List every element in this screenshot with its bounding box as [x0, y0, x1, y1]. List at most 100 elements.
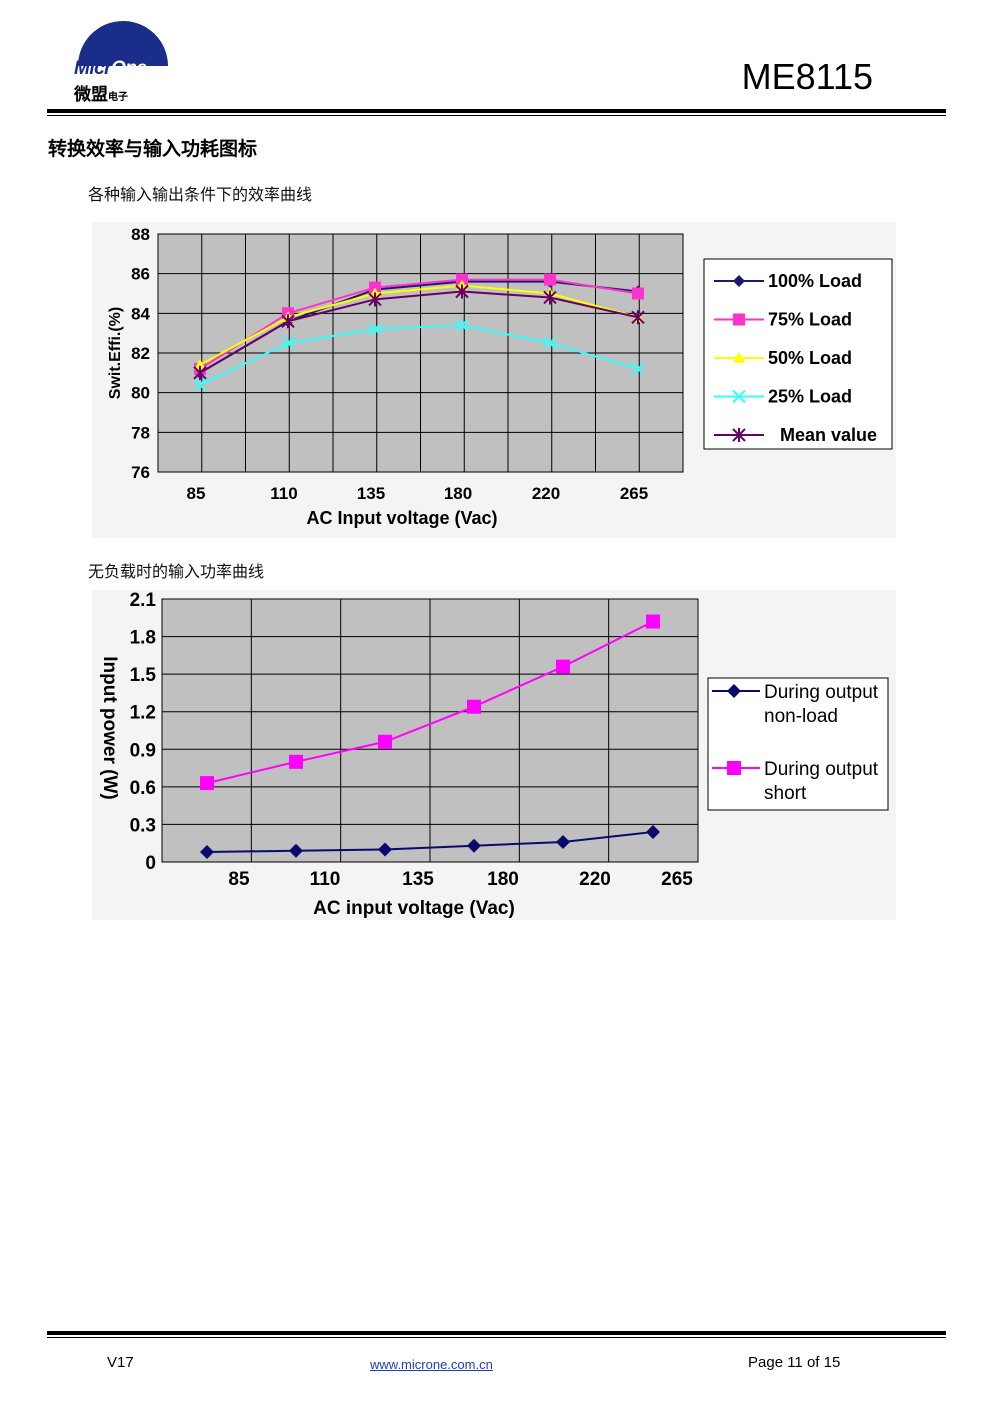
legend-entry: 100% Load: [714, 271, 862, 291]
y-axis-label: Swit.Effi.(%): [107, 307, 124, 399]
data-point: [543, 290, 557, 305]
series-1: [200, 614, 660, 791]
logo-graphic: [78, 21, 168, 66]
legend-label: Mean value: [780, 425, 877, 445]
data-point: [368, 322, 382, 336]
legend-label: non-load: [764, 706, 838, 727]
x-tick-label: 135: [402, 869, 434, 890]
data-point: [200, 776, 214, 791]
logo-wordmark: MicrOne: [74, 58, 147, 79]
y-tick-label: 82: [131, 344, 150, 363]
section-title: 转换效率与输入功耗图标: [48, 138, 258, 160]
input-power-chart: 0 0.3 0.6 0.9 1.2 1.5 1.8 2.1 85 110 135 180 220 265…: [92, 590, 896, 920]
legend-entry: 75% Load: [714, 310, 852, 330]
data-point: [455, 318, 469, 332]
legend-label: short: [764, 783, 807, 804]
legend-marker: [733, 275, 745, 287]
x-tick-label: 265: [661, 869, 693, 890]
footer-rule: [47, 1331, 946, 1335]
data-point: [289, 754, 303, 769]
logo-chinese: 微盟电子: [74, 85, 128, 105]
legend-marker: [732, 428, 746, 442]
data-point: [556, 834, 570, 849]
data-point: [193, 378, 207, 392]
data-point: [368, 292, 382, 307]
legend-marker: [732, 389, 746, 404]
data-point: [631, 362, 645, 376]
x-tick-label: 180: [444, 484, 472, 503]
data-point: [281, 314, 295, 329]
legend-entry: Mean value: [714, 425, 877, 445]
series-line: [199, 278, 639, 370]
y-tick-label: 76: [131, 463, 150, 482]
data-point: [194, 358, 206, 370]
data-point: [200, 844, 214, 859]
legend-label: During output: [764, 759, 879, 780]
data-point: [467, 838, 481, 853]
legend-entry: 25% Load: [714, 387, 852, 407]
legend-label: 50% Load: [768, 348, 852, 368]
x-axis-label: AC input voltage (Vac): [313, 898, 515, 919]
legend-marker: [727, 684, 741, 698]
legend-label: 100% Load: [768, 271, 862, 291]
x-tick-label: 110: [270, 484, 297, 503]
y-tick-label: 0.3: [130, 815, 156, 836]
data-point: [281, 336, 295, 350]
x-axis-label: AC Input voltage (Vac): [306, 508, 497, 528]
data-point: [556, 659, 570, 674]
data-point: [646, 614, 660, 629]
data-point: [378, 842, 392, 857]
data-point: [543, 336, 557, 350]
footer-rule-thin: [47, 1337, 946, 1338]
legend-marker: [733, 352, 745, 363]
data-point: [378, 734, 392, 749]
version-label: V17: [107, 1354, 134, 1371]
x-tick-label: 135: [357, 484, 385, 503]
data-point: [467, 699, 481, 714]
legend-marker: [727, 761, 741, 775]
series-line: [199, 324, 639, 386]
series-4: [193, 284, 645, 380]
series-line: [199, 284, 639, 366]
x-tick-label: 220: [579, 869, 611, 890]
y-tick-label: 88: [131, 225, 150, 244]
legend: During output non-load During output short: [707, 677, 889, 811]
efficiency-chart: 76 78 80 82 84 86 88 85 110 135 180 220 265 AC Inpu…: [92, 222, 896, 538]
header-rule-thin: [47, 115, 946, 116]
page-number: Page 11 of 15: [748, 1354, 841, 1371]
y-tick-label: 80: [131, 384, 150, 403]
y-tick-label: 1.8: [130, 628, 156, 649]
x-tick-label: 85: [187, 484, 206, 503]
caption-efficiency: 各种输入输出条件下的效率曲线: [88, 185, 313, 204]
series-0: [200, 824, 660, 859]
data-point: [193, 365, 207, 380]
legend-entry: During output short: [712, 759, 879, 804]
y-tick-label: 0.6: [130, 778, 156, 799]
x-tick-label: 85: [228, 869, 250, 890]
legend: 100% Load 75% Load 50% Load 25% Load Mean va…: [703, 258, 893, 450]
data-point: [632, 287, 644, 300]
series-3: [193, 318, 645, 392]
y-tick-label: 1.2: [130, 703, 156, 724]
data-point: [455, 284, 469, 299]
caption-power: 无负载时的输入功率曲线: [88, 562, 265, 581]
series-line: [206, 830, 654, 853]
legend-entry: 50% Load: [714, 348, 852, 368]
website-link[interactable]: www.microne.com.cn: [370, 1357, 493, 1372]
model-number: ME8115: [741, 56, 873, 97]
y-tick-label: 2.1: [130, 590, 157, 611]
x-tick-label: 265: [620, 484, 648, 503]
x-tick-label: 180: [487, 869, 519, 890]
y-tick-label: 86: [131, 265, 150, 284]
legend-label: 25% Load: [768, 387, 852, 407]
y-tick-label: 84: [131, 304, 150, 323]
legend-entry: During output non-load: [712, 682, 879, 727]
header-rule: [47, 109, 946, 113]
data-point: [544, 273, 556, 286]
y-tick-label: 0: [145, 853, 156, 874]
legend-label: 75% Load: [768, 310, 852, 330]
x-tick-label: 220: [532, 484, 560, 503]
y-axis-label: Input power (W): [99, 656, 120, 800]
series-line: [206, 620, 654, 785]
legend-marker: [733, 313, 745, 326]
